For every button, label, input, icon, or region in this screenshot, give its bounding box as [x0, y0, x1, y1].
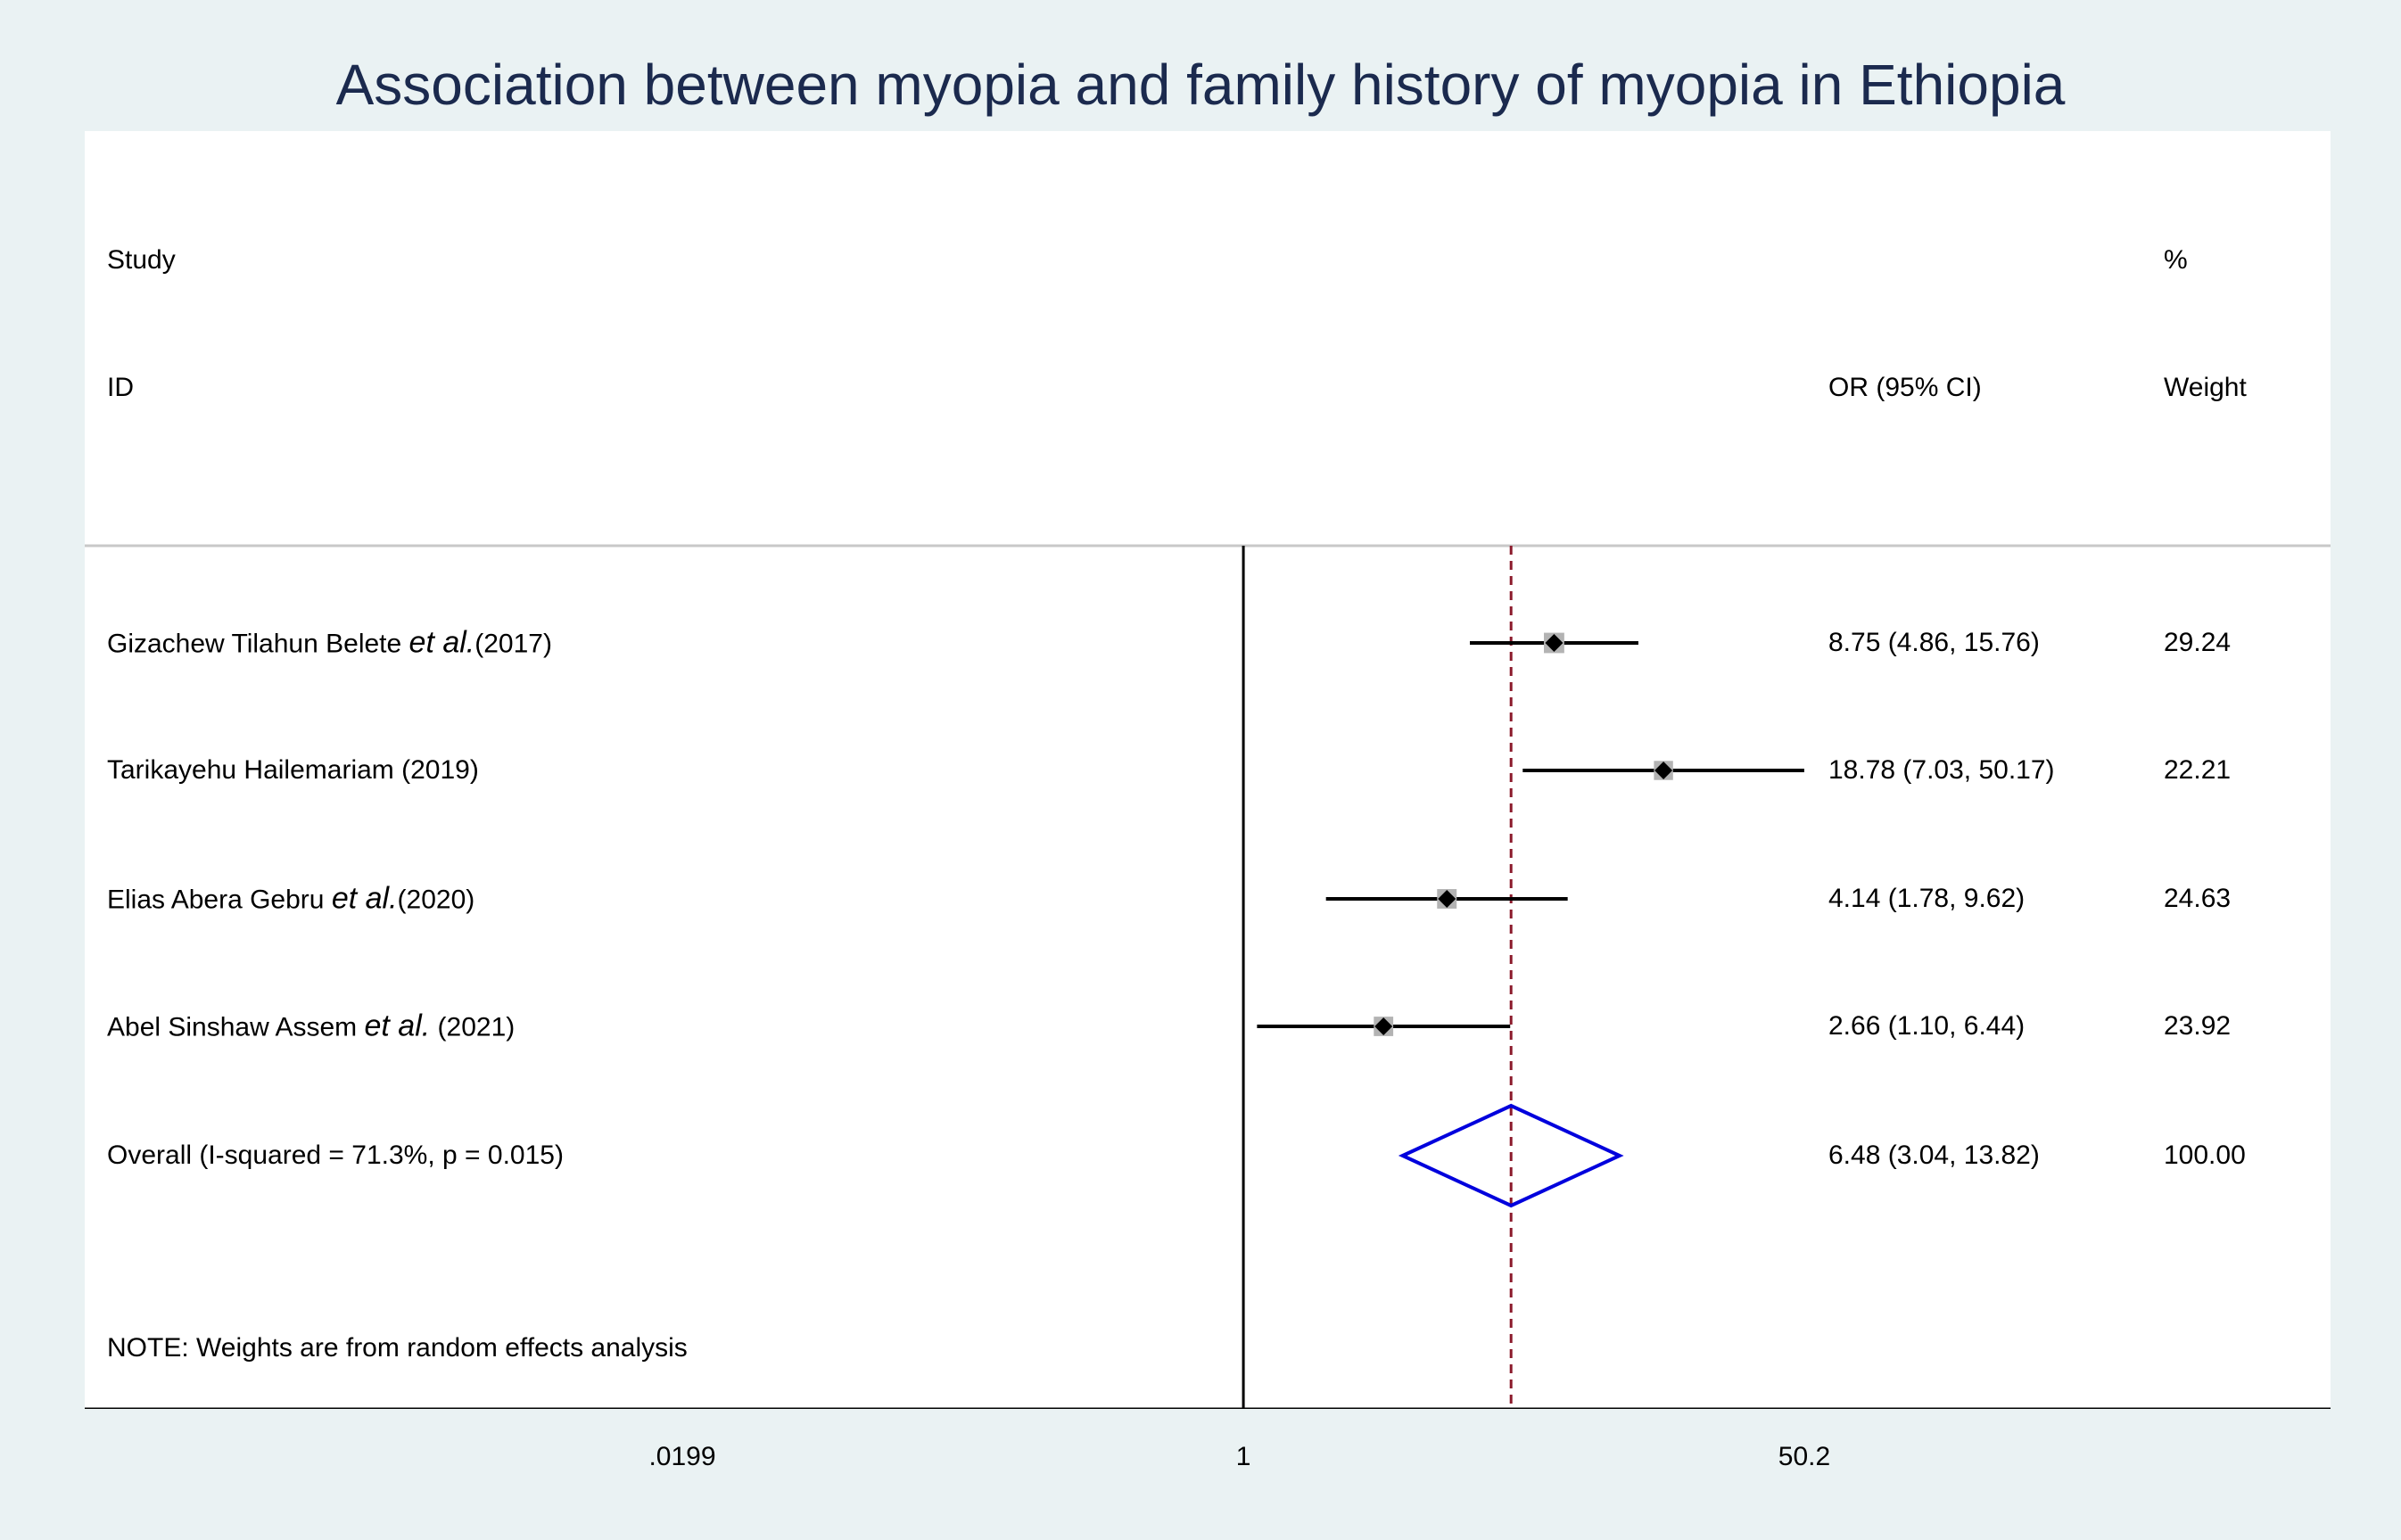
study-year: (2021): [430, 1012, 516, 1042]
header-percent: %: [2164, 245, 2188, 275]
study-etal: et al.: [408, 625, 475, 660]
study-or-ci: 8.75 (4.86, 15.76): [1828, 628, 2040, 657]
study-year: (2020): [397, 885, 475, 915]
study-or-ci: 4.14 (1.78, 9.62): [1828, 884, 2026, 913]
x-axis-tick-label: 1: [1235, 1442, 1251, 1471]
overall-diamond: [1398, 1103, 1624, 1208]
study-weight: 29.24: [2164, 628, 2232, 657]
overall-label: Overall (I-squared = 71.3%, p = 0.015): [107, 1141, 564, 1170]
overall-weight: 100.00: [2164, 1141, 2246, 1170]
study-etal: et al.: [364, 1009, 431, 1043]
study-point-estimate: [1374, 1017, 1393, 1035]
study-year: (2019): [401, 755, 479, 785]
study-or-ci: 18.78 (7.03, 50.17): [1828, 755, 2055, 785]
plot-panel: Study ID OR (95% CI) % Weight: [85, 131, 2331, 1409]
study-name: Gizachew Tilahun Belete: [107, 629, 409, 659]
study-name: Abel Sinshaw Assem: [107, 1012, 365, 1042]
chart-title: Association between myopia and family hi…: [335, 53, 2066, 117]
study-etal: et al.: [331, 881, 398, 916]
header-or-ci: OR (95% CI): [1828, 373, 1982, 402]
study-point-estimate: [1438, 890, 1456, 908]
forest-plot-svg: [85, 544, 2331, 1409]
study-name: Elias Abera Gebru: [107, 885, 332, 915]
study-point-estimate: [1545, 634, 1564, 652]
study-label: Abel Sinshaw Assem et al. (2021): [107, 1009, 515, 1044]
study-point-estimate: [1654, 762, 1673, 779]
x-axis-tick-label: .0199: [648, 1442, 716, 1471]
header-id: ID: [107, 373, 134, 402]
study-label: Gizachew Tilahun Belete et al.(2017): [107, 626, 552, 661]
x-axis-tick-label: 50.2: [1778, 1442, 1831, 1471]
study-weight: 23.92: [2164, 1011, 2232, 1041]
note-text: NOTE: Weights are from random effects an…: [107, 1333, 688, 1363]
study-label: Tarikayehu Hailemariam (2019): [107, 755, 479, 786]
header-study: Study: [107, 245, 176, 275]
header-weight: Weight: [2164, 373, 2247, 402]
study-year: (2017): [474, 629, 552, 659]
overall-ci: 6.48 (3.04, 13.82): [1828, 1141, 2040, 1170]
study-weight: 22.21: [2164, 755, 2232, 785]
study-label: Elias Abera Gebru et al.(2020): [107, 882, 474, 917]
study-weight: 24.63: [2164, 884, 2232, 913]
study-name: Tarikayehu Hailemariam: [107, 755, 402, 785]
study-or-ci: 2.66 (1.10, 6.44): [1828, 1011, 2026, 1041]
